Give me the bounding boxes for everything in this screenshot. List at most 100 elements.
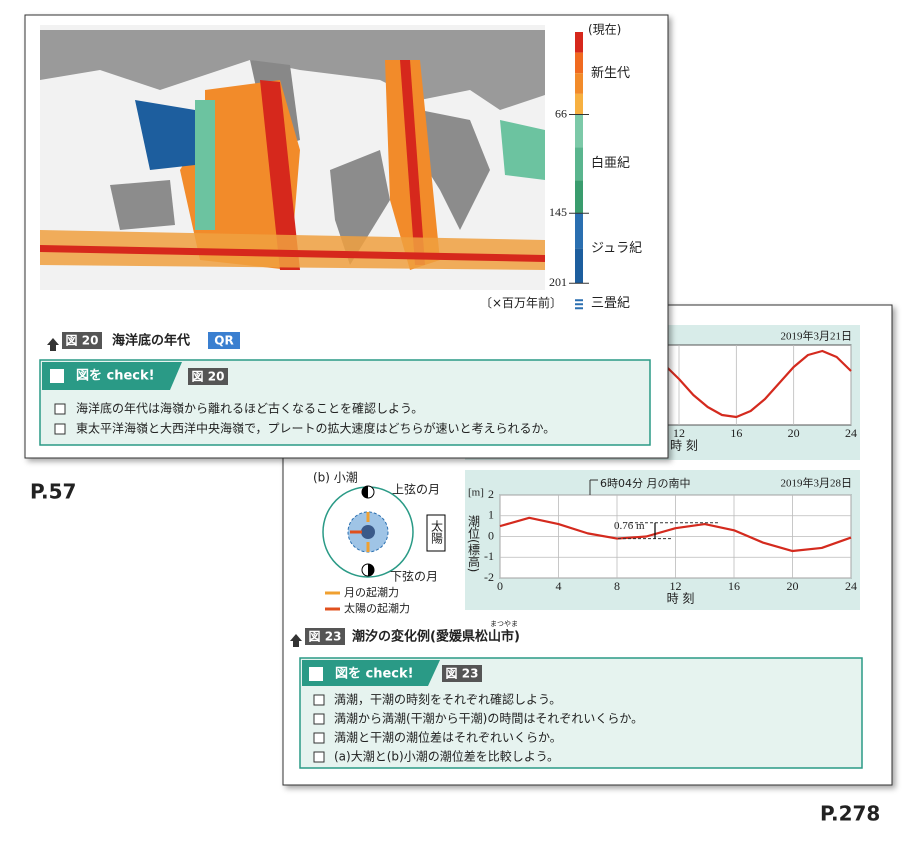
annotation: 6時04分 月の南中: [600, 477, 691, 490]
chart-date: 2019年3月28日: [781, 476, 853, 490]
age-band: [195, 100, 215, 230]
x-tick-label: 12: [673, 426, 685, 440]
y-tick-label: 2: [488, 487, 494, 501]
x-tick-label: 20: [788, 426, 800, 440]
check-item: (a)大潮と(b)小潮の潮位差を比較しよう。: [334, 749, 559, 764]
legend-swatch: [575, 213, 583, 249]
ocean-age-map: [40, 25, 545, 290]
check-heading: 図を check!: [76, 369, 155, 384]
chart-date: 2019年3月21日: [781, 329, 853, 343]
figure-title: 海洋底の年代: [112, 333, 190, 349]
check-header: [42, 362, 182, 390]
qr-label: QR: [214, 334, 233, 348]
legend-swatch: [575, 147, 583, 181]
x-axis-label: 時 刻: [667, 592, 695, 606]
x-tick-label: 4: [556, 579, 562, 593]
moon-shade: [368, 564, 374, 576]
figure-number: 図 20: [66, 334, 99, 348]
x-tick-label: 24: [845, 579, 857, 593]
check-header: [302, 660, 440, 686]
x-tick-label: 16: [728, 579, 740, 593]
figure-number: 図 23: [446, 667, 479, 681]
moon-shade: [362, 486, 368, 498]
check-item: 満潮，干潮の時刻をそれぞれ確認しよう。: [334, 692, 561, 707]
legend-tick-label: 66: [555, 106, 567, 120]
arrow-icon: [290, 634, 302, 647]
figure-badge: [305, 628, 345, 645]
tide-line: [499, 516, 852, 553]
figure-badge: [62, 332, 102, 349]
age-band: [135, 100, 195, 170]
era-label: 白亜紀: [591, 155, 630, 171]
y-tick-label: 0: [488, 528, 494, 542]
x-tick-label: 16: [730, 426, 742, 440]
legend-swatch: [575, 93, 583, 115]
check-heading: 図を check!: [335, 667, 414, 682]
legend-tick-label: 145: [549, 205, 567, 219]
x-tick-label: 0: [497, 579, 503, 593]
qr-badge: [208, 332, 240, 349]
legend-label: 月の起潮力: [344, 585, 399, 599]
legend-label: 太陽の起潮力: [344, 601, 410, 615]
x-tick-label: 12: [670, 579, 682, 593]
figure-number: 図 23: [309, 630, 342, 644]
checkbox[interactable]: [313, 751, 325, 763]
legend-label: (現在): [588, 23, 621, 37]
age-band: [40, 245, 545, 262]
checkbox[interactable]: [313, 713, 325, 725]
earth: [361, 525, 375, 539]
y-tick-label: -2: [484, 570, 494, 584]
legend-tick-label: 201: [549, 275, 567, 289]
section-heading: (b) 小潮: [313, 470, 358, 485]
legend-swatch: [575, 248, 583, 284]
era-label: 三畳紀: [591, 296, 630, 311]
checkbox[interactable]: [54, 403, 66, 415]
check-item: 満潮と干潮の潮位差はそれぞれいくらか。: [334, 730, 562, 745]
unit-label: [m]: [468, 487, 484, 499]
era-label: ジュラ紀: [591, 241, 642, 256]
landmass: [110, 180, 175, 230]
checkbox[interactable]: [54, 423, 66, 435]
arrow-icon: [47, 338, 59, 351]
legend-swatch: [575, 32, 583, 53]
tide-line: [663, 349, 852, 419]
ruby: まつやま: [490, 620, 518, 628]
check-item: 満潮から満潮(干潮から干潮)の時間はそれぞれいくらか。: [334, 711, 643, 726]
check-item: 東太平洋海嶺と大西洋中央海嶺で，プレートの拡大速度はどちらが速いと考えられるか。: [76, 421, 555, 436]
check-item: 海洋底の年代は海嶺から離れるほど古くなることを確認しよう。: [76, 401, 423, 416]
unit-label: 〔×百万年前〕: [480, 295, 562, 310]
y-axis-label: 潮位(標高): [467, 514, 481, 573]
legend-swatch: [575, 303, 583, 306]
icon: [309, 667, 323, 681]
diagram-label: 太陽: [430, 519, 444, 545]
legend-swatch: [575, 307, 583, 310]
page-label: P.57: [30, 480, 76, 504]
figure-number: 図 20: [192, 370, 225, 384]
diagram-label: 上弦の月: [392, 482, 440, 497]
x-tick-label: 8: [614, 579, 620, 593]
checkbox[interactable]: [313, 694, 325, 706]
y-tick-label: -1: [484, 549, 494, 563]
x-tick-label: 20: [787, 579, 799, 593]
legend-swatch: [575, 52, 583, 74]
icon: [50, 369, 64, 383]
legend-swatch: [575, 114, 583, 148]
sun-box: [426, 514, 446, 552]
age-band: [500, 120, 545, 180]
age-band: [400, 60, 425, 265]
page-label: P.278: [820, 802, 880, 826]
diagram-label: 下弦の月: [390, 569, 438, 584]
y-tick-label: 1: [488, 508, 494, 522]
checkbox[interactable]: [313, 732, 325, 744]
x-tick-label: 24: [845, 426, 857, 440]
legend-swatch: [575, 180, 583, 214]
figure-title: 潮汐の変化例(愛媛県松山市): [352, 629, 520, 645]
figure-badge: [188, 368, 228, 385]
legend-swatch: [575, 73, 583, 94]
figure-badge: [442, 665, 482, 682]
legend-swatch: [575, 299, 583, 302]
landmass: [415, 110, 490, 230]
